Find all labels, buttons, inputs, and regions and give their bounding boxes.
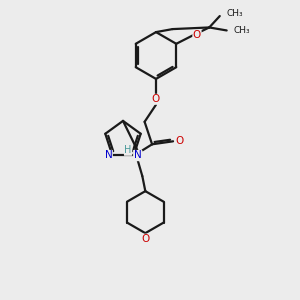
Text: CH₃: CH₃ <box>226 9 243 18</box>
Text: O: O <box>141 234 149 244</box>
Text: N: N <box>134 151 142 161</box>
Text: H: H <box>124 145 132 155</box>
Text: CH₃: CH₃ <box>233 26 250 35</box>
Text: O: O <box>152 94 160 104</box>
Text: O: O <box>193 30 201 40</box>
Text: N: N <box>134 150 141 161</box>
Text: N: N <box>105 150 112 161</box>
Text: O: O <box>175 136 183 146</box>
